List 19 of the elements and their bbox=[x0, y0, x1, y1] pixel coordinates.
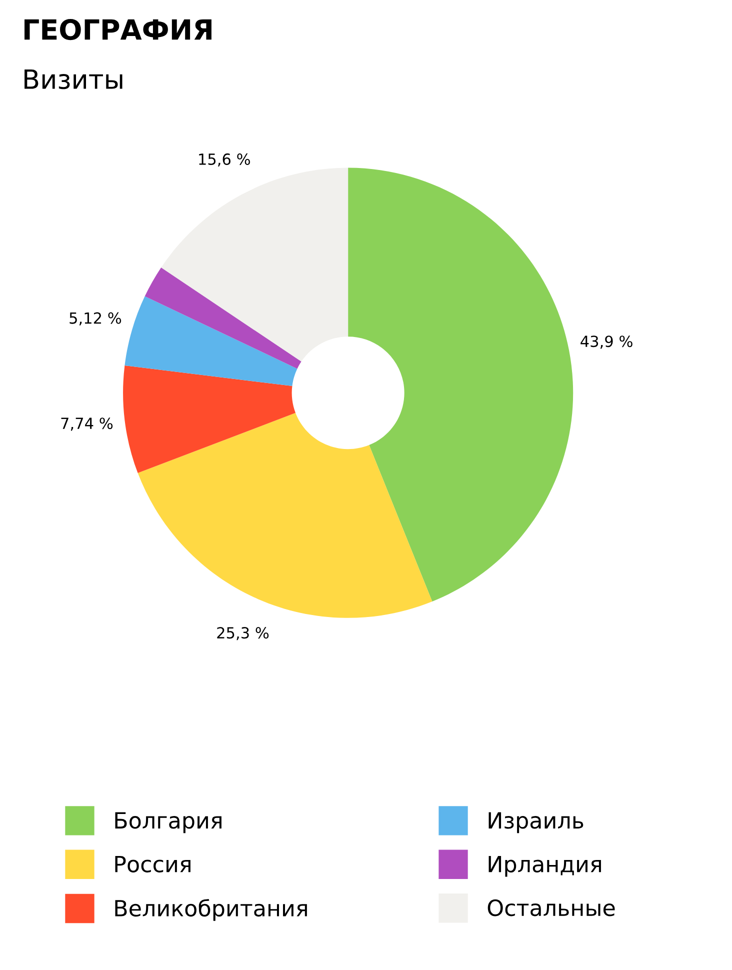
data-label: 5,12 % bbox=[70, 312, 122, 326]
legend-label: Болгария bbox=[115, 812, 222, 834]
donut-slice bbox=[144, 268, 302, 369]
data-label: 7,74 % bbox=[61, 418, 113, 431]
legend-label: Россия bbox=[115, 856, 190, 872]
donut-slice bbox=[348, 168, 574, 602]
chart-title: ГЕОГРАФИЯ bbox=[24, 19, 212, 40]
donut-slice bbox=[138, 412, 432, 618]
data-label: 15,6 % bbox=[199, 153, 250, 167]
donut-slice bbox=[161, 168, 348, 362]
donut-slice bbox=[124, 296, 298, 386]
data-label: 25,3 % bbox=[217, 627, 269, 640]
legend-label: Великобритания bbox=[115, 899, 307, 921]
legend-label: Остальные bbox=[488, 899, 615, 916]
data-label: 43,9 % bbox=[580, 336, 632, 349]
donut-slice bbox=[123, 365, 296, 474]
chart-subtitle: Визиты bbox=[24, 70, 122, 90]
legend-label: Израиль bbox=[488, 812, 584, 834]
legend-label: Ирландия bbox=[488, 856, 601, 877]
